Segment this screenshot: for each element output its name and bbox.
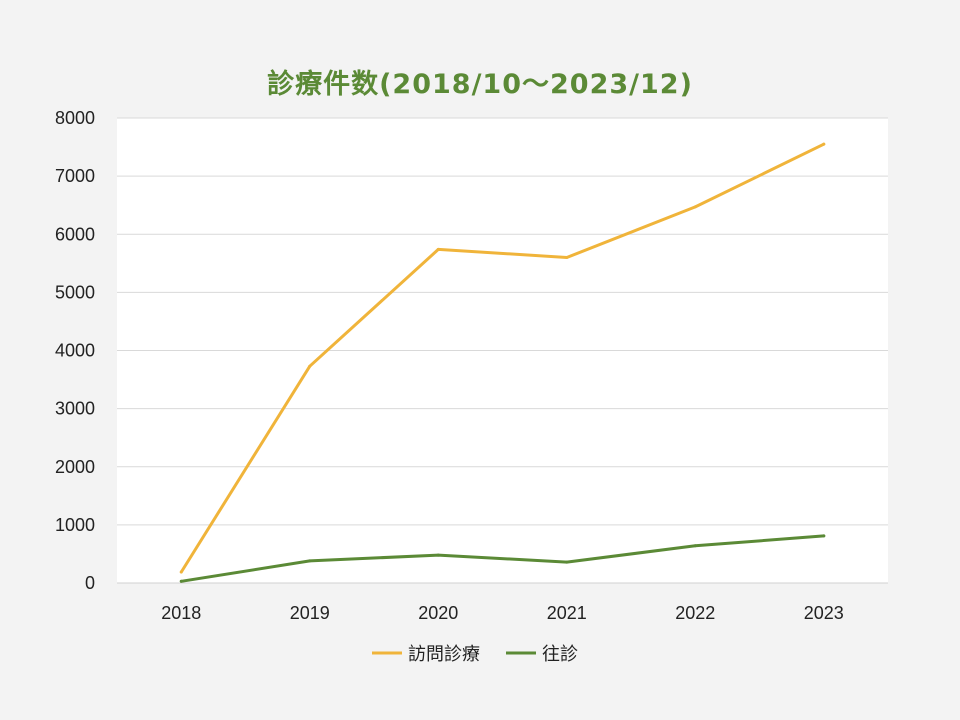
x-tick-label: 2019 — [290, 603, 330, 623]
legend: 訪問診療 往診 — [372, 644, 578, 665]
data-point — [179, 570, 183, 574]
x-tick-label: 2022 — [675, 603, 715, 623]
y-tick-label: 2000 — [55, 457, 95, 477]
y-axis: 0 1000 2000 3000 4000 5000 6000 7000 8000 — [55, 108, 95, 593]
series-line-0 — [179, 142, 826, 574]
series-lines — [179, 142, 826, 583]
y-tick-label: 6000 — [55, 224, 95, 244]
data-point — [565, 560, 569, 564]
y-tick-label: 3000 — [55, 399, 95, 419]
x-tick-label: 2021 — [547, 603, 587, 623]
y-tick-label: 8000 — [55, 108, 95, 128]
y-tick-label: 7000 — [55, 166, 95, 186]
y-tick-label: 0 — [85, 573, 95, 593]
data-point — [693, 544, 697, 548]
data-point — [436, 247, 440, 251]
data-point — [308, 559, 312, 563]
x-axis: 2018 2019 2020 2021 2022 2023 — [161, 603, 844, 623]
y-tick-label: 1000 — [55, 515, 95, 535]
data-point — [436, 553, 440, 557]
x-tick-label: 2020 — [418, 603, 458, 623]
y-tick-label: 4000 — [55, 341, 95, 361]
data-point — [822, 142, 826, 146]
legend-label: 訪問診療 — [408, 644, 480, 665]
chart-title: 診療件数(2018/10～2023/12) — [267, 69, 693, 100]
data-point — [179, 579, 183, 583]
data-point — [565, 256, 569, 259]
data-point — [693, 205, 697, 209]
x-tick-label: 2023 — [804, 603, 844, 623]
series-line-1 — [179, 534, 826, 583]
x-tick-label: 2018 — [161, 603, 201, 623]
y-tick-label: 5000 — [55, 282, 95, 302]
data-point — [308, 364, 312, 368]
legend-label: 往診 — [542, 644, 578, 665]
data-point — [822, 534, 826, 538]
